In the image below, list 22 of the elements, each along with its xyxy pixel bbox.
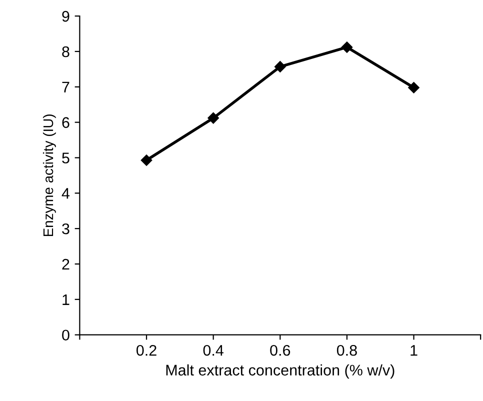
x-tick-label: 0.2 (136, 344, 156, 356)
x-tick-label: 0.4 (203, 344, 224, 356)
point (208, 112, 219, 124)
x-tick-label: 1 (410, 345, 418, 356)
point (341, 42, 353, 53)
y-tick-label: 2 (62, 258, 70, 270)
y-tick-label: 0 (62, 330, 70, 341)
point (274, 61, 286, 72)
y-tick-label: 4 (62, 188, 70, 199)
y-tick-label: 3 (62, 223, 70, 234)
point (140, 154, 152, 166)
y-tick-label: 7 (62, 82, 70, 92)
y-tick-label: 8 (62, 46, 70, 58)
x-tick-label: 0.8 (336, 344, 357, 356)
point (408, 82, 420, 94)
y-tick-label: 5 (62, 152, 70, 164)
y-tick-label: 6 (62, 117, 70, 128)
y-tick-label: 1 (62, 294, 70, 305)
y-axis-title: Enzyme activity (IU) (42, 114, 56, 236)
x-axis-title: Malt extract concentration (% w/v) (166, 364, 394, 379)
x-tick-label: 0.6 (270, 344, 290, 356)
y-tick-label: 9 (62, 10, 70, 22)
